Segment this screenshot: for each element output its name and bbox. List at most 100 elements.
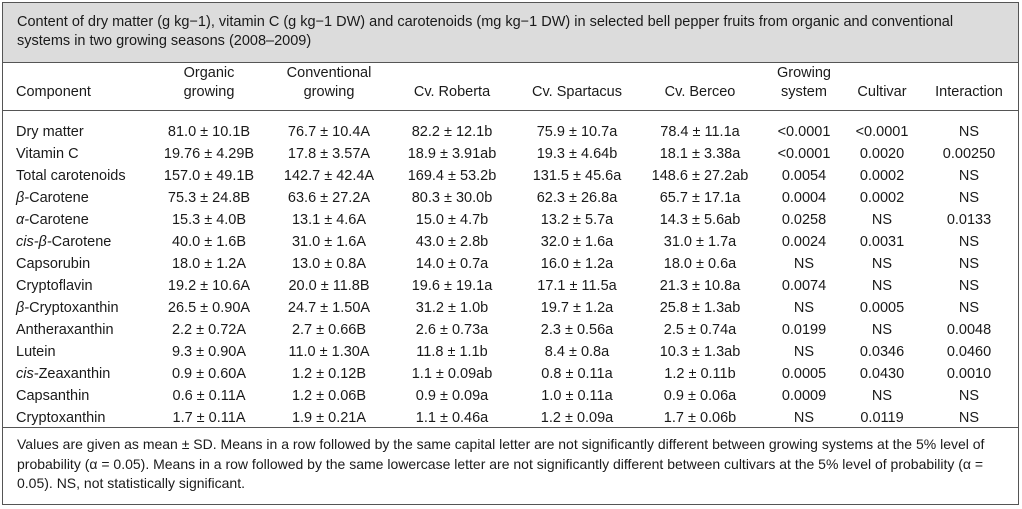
header-organic-line1: Organic [183,65,235,81]
table-row: α-Carotene 15.3 ± 4.0B 13.1 ± 4.6A 15.0 ± 4… [3,209,1018,231]
cell-organic: 15.3 ± 4.0B [171,212,247,228]
table-row: Capsorubin 18.0 ± 1.2A 13.0 ± 0.8A 14.0 ± 0… [3,253,1018,275]
header-system-line2: system [781,84,827,100]
cell-system: 0.0005 [781,366,827,382]
cell-conventional: 13.0 ± 0.8A [291,256,367,272]
cell-interaction: NS [958,124,980,140]
header-cultivar: Cultivar [857,84,907,100]
header-component-label: Component [16,84,91,100]
header-berceo: Cv. Berceo [664,84,736,100]
cell-system: NS [793,256,815,272]
cell-spartacus: 2.3 ± 0.56a [540,322,614,338]
table-footnote: Values are given as mean ± SD. Means in … [3,427,1018,504]
row-component: Antheraxanthin [16,322,114,338]
cell-berceo: 65.7 ± 17.1a [659,190,741,206]
data-table: Component Organic growing Conventional g… [3,63,1018,427]
cell-spartacus: 131.5 ± 45.6a [532,168,622,184]
cell-berceo: 18.0 ± 0.6a [663,256,737,272]
cell-berceo: 148.6 ± 27.2ab [651,168,749,184]
cell-spartacus: 19.3 ± 4.64b [536,146,618,162]
header-conventional-line1: Conventional [286,65,372,81]
header-spartacus: Cv. Spartacus [532,84,622,100]
cell-spartacus: 17.1 ± 11.5a [537,278,617,294]
cell-interaction: 0.0010 [946,366,992,382]
cell-system: 0.0258 [781,212,827,228]
row-component: Lutein [16,344,56,360]
cell-organic: 75.3 ± 24.8B [167,190,251,206]
cell-interaction: NS [958,234,980,250]
cell-cultivar: 0.0119 [860,410,904,426]
cell-cultivar: NS [871,322,893,338]
cell-conventional: 17.8 ± 3.57A [287,146,371,162]
cell-berceo: 0.9 ± 0.06a [663,388,737,404]
cell-system: NS [793,300,815,316]
cell-conventional: 2.7 ± 0.66B [291,322,367,338]
cell-berceo: 1.7 ± 0.06b [663,410,737,426]
header-organic-line2: growing [183,84,235,100]
cell-roberta: 14.0 ± 0.7a [415,256,489,272]
row-component: Dry matter [16,124,84,140]
cell-organic: 26.5 ± 0.90A [167,300,251,316]
table-row: β-Carotene 75.3 ± 24.8B 63.6 ± 27.2A 80.3 ±… [3,187,1018,209]
cell-interaction: NS [958,168,980,184]
cell-cultivar: 0.0002 [859,168,905,184]
cell-interaction: 0.00250 [942,146,996,162]
cell-system: NS [793,344,815,360]
cell-system: 0.0024 [781,234,827,250]
cell-organic: 2.2 ± 0.72A [171,322,247,338]
cell-system: 0.0004 [781,190,827,206]
row-component: β-Carotene [16,190,89,206]
cell-conventional: 1.2 ± 0.12B [291,366,367,382]
cell-organic: 1.7 ± 0.11A [172,410,246,426]
row-component: cis-β-Carotene [16,234,112,250]
cell-conventional: 1.2 ± 0.06B [291,388,367,404]
cell-spartacus: 75.9 ± 10.7a [536,124,618,140]
table-row: Total carotenoids 157.0 ± 49.1B 142.7 ± 42… [3,165,1018,187]
table-row: Dry matter 81.0 ± 10.1B 76.7 ± 10.4A 82.2 ±… [3,121,1018,143]
cell-cultivar: NS [871,278,893,294]
cell-berceo: 21.3 ± 10.8a [659,278,741,294]
cell-interaction: NS [958,388,980,404]
cell-interaction: NS [958,410,980,426]
cell-berceo: 10.3 ± 1.3ab [659,344,741,360]
cell-roberta: 1.1 ± 0.09ab [411,366,493,382]
cell-roberta: 80.3 ± 30.0b [411,190,493,206]
cell-spartacus: 1.2 ± 0.09a [540,410,614,426]
cell-spartacus: 32.0 ± 1.6a [540,234,614,250]
cell-spartacus: 62.3 ± 26.8a [536,190,618,206]
cell-organic: 40.0 ± 1.6B [171,234,247,250]
cell-cultivar: 0.0020 [859,146,905,162]
cell-roberta: 2.6 ± 0.73a [415,322,489,338]
cell-interaction: NS [958,256,980,272]
cell-spartacus: 16.0 ± 1.2a [540,256,614,272]
row-component: β-Cryptoxanthin [16,300,119,316]
table-row: Lutein 9.3 ± 0.90A 11.0 ± 1.30A 11.8 ± 1.1b… [3,341,1018,363]
cell-conventional: 142.7 ± 42.4A [283,168,375,184]
cell-cultivar: 0.0346 [859,344,905,360]
cell-spartacus: 19.7 ± 1.2a [540,300,614,316]
cell-system: 0.0199 [781,322,827,338]
cell-system: NS [793,410,815,426]
cell-system: 0.0074 [781,278,827,294]
header-conventional-line2: growing [303,84,355,100]
cell-roberta: 169.4 ± 53.2b [407,168,497,184]
cell-interaction: NS [958,278,980,294]
cell-cultivar: <0.0001 [855,124,909,140]
header-organic: Organic growing [153,64,265,102]
cell-berceo: 18.1 ± 3.38a [659,146,741,162]
cell-spartacus: 1.0 ± 0.11a [541,388,613,404]
cell-berceo: 2.5 ± 0.74a [663,322,737,338]
cell-conventional: 13.1 ± 4.6A [291,212,367,228]
cell-roberta: 19.6 ± 19.1a [411,278,493,294]
cell-roberta: 15.0 ± 4.7b [415,212,489,228]
header-conventional: Conventional growing [269,64,389,102]
cell-conventional: 1.9 ± 0.21A [291,410,367,426]
table-row: Cryptoxanthin 1.7 ± 0.11A 1.9 ± 0.21A 1.1 ±… [3,407,1018,429]
cell-spartacus: 8.4 ± 0.8a [544,344,610,360]
cell-organic: 157.0 ± 49.1B [163,168,255,184]
row-component: cis-Zeaxanthin [16,366,111,382]
header-interaction: Interaction [935,84,1003,100]
cell-cultivar: NS [871,388,893,404]
table-caption: Content of dry matter (g kg−1), vitamin … [3,3,1018,63]
table-row: cis-Zeaxanthin 0.9 ± 0.60A 1.2 ± 0.12B 1.1 … [3,363,1018,385]
